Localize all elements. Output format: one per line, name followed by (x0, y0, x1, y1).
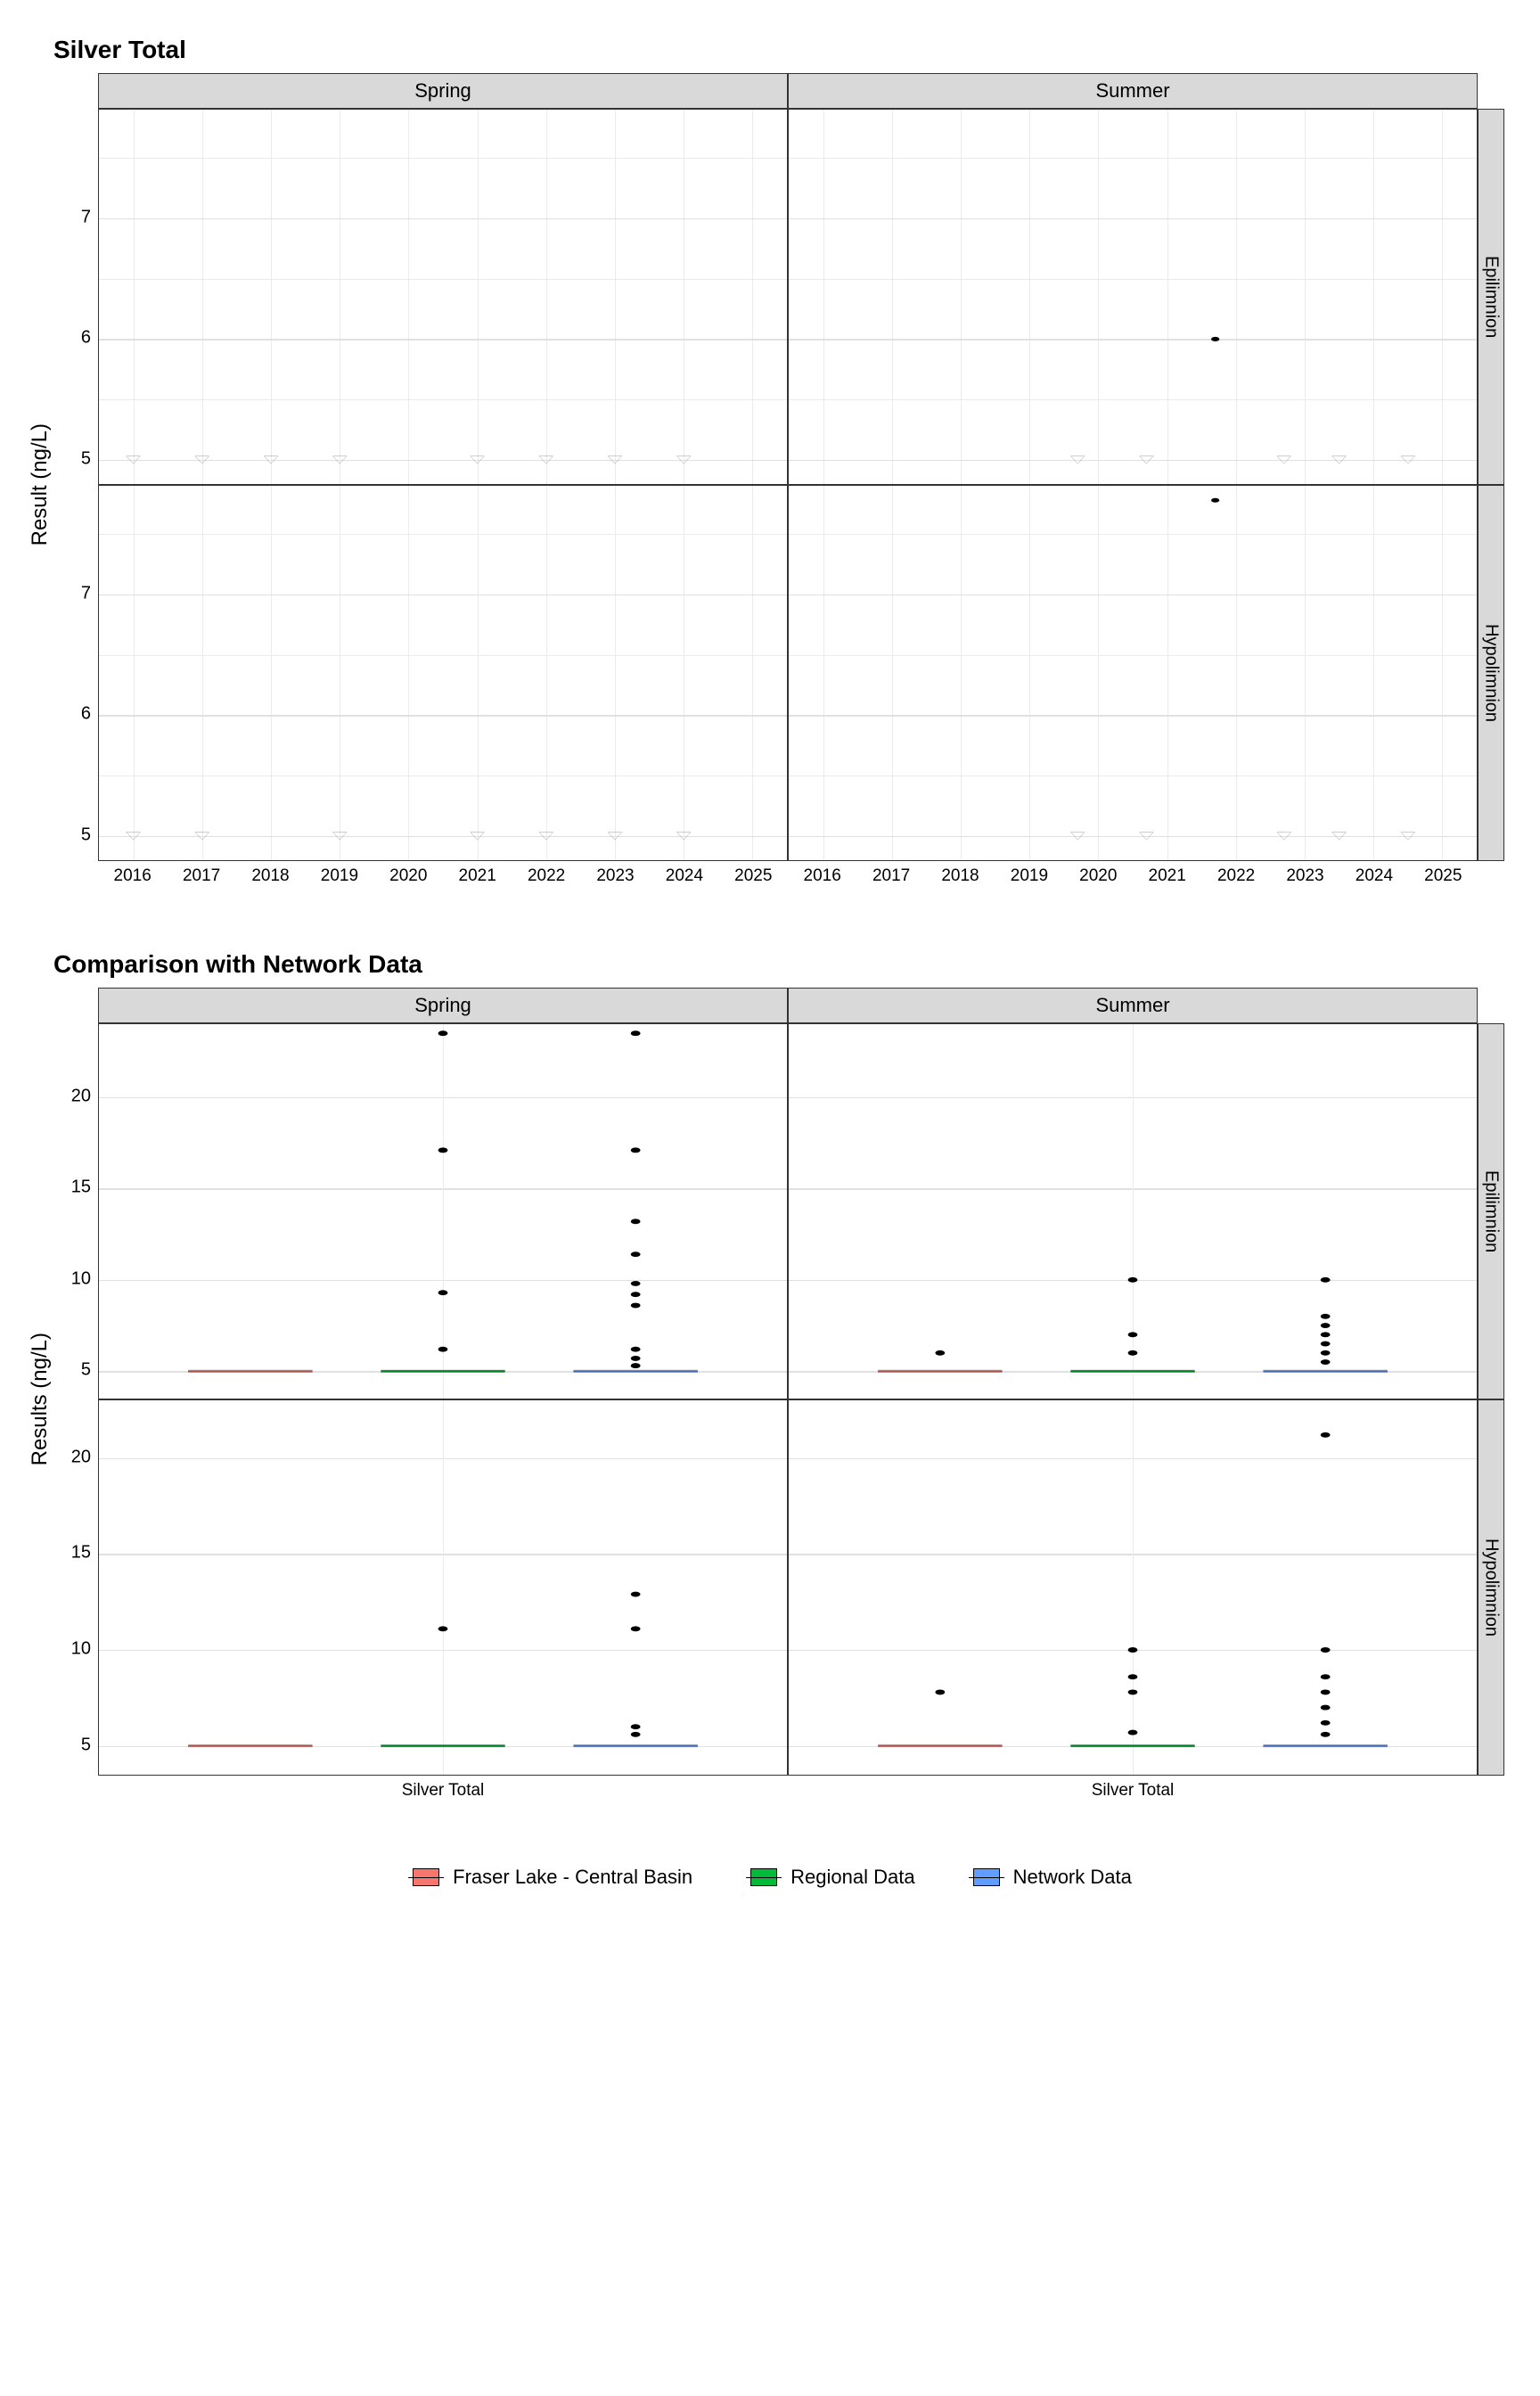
legend-label: Regional Data (790, 1866, 914, 1889)
x-tick: 2019 (1011, 866, 1048, 886)
y-tick: 7 (81, 207, 91, 227)
x-tick: 2025 (1424, 866, 1462, 886)
y-tick: 10 (71, 1638, 91, 1659)
x-tick: 2021 (1149, 866, 1186, 886)
x-tick: 2023 (1286, 866, 1323, 886)
col-strip: Spring (98, 988, 788, 1023)
y-tick: 7 (81, 583, 91, 603)
panel (98, 109, 788, 485)
x-tick: 2023 (596, 866, 634, 886)
legend-label: Fraser Lake - Central Basin (453, 1866, 692, 1889)
x-tick: 2020 (389, 866, 427, 886)
panel (98, 1023, 788, 1399)
legend-item: Regional Data (746, 1865, 914, 1890)
x-tick: 2025 (734, 866, 772, 886)
y-tick: 15 (71, 1177, 91, 1198)
y-tick: 5 (81, 825, 91, 845)
y-tick: 6 (81, 704, 91, 725)
top-chart-title: Silver Total (53, 36, 1504, 64)
y-tick: 15 (71, 1543, 91, 1563)
x-cat-label: Silver Total (402, 1781, 485, 1801)
x-tick: 2016 (114, 866, 152, 886)
col-strip: Summer (788, 73, 1478, 109)
x-cat-label: Silver Total (1092, 1781, 1175, 1801)
legend-key-icon (746, 1865, 782, 1890)
y-axis-label: Result (ng/L) (28, 423, 53, 546)
row-strip: Epilimnion (1478, 1023, 1504, 1399)
panel (788, 485, 1478, 861)
y-tick: 10 (71, 1268, 91, 1289)
legend: Fraser Lake - Central Basin Regional Dat… (36, 1865, 1504, 1890)
bottom-chart-title: Comparison with Network Data (53, 950, 1504, 979)
y-tick: 5 (81, 1360, 91, 1381)
col-strip: Spring (98, 73, 788, 109)
x-tick: 2016 (804, 866, 841, 886)
panel (98, 1399, 788, 1776)
x-tick: 2020 (1079, 866, 1117, 886)
row-strip: Hypolimnion (1478, 485, 1504, 861)
x-tick: 2024 (1356, 866, 1393, 886)
x-tick: 2018 (251, 866, 289, 886)
figure: Silver Total SpringSummer567Epilimnion56… (36, 36, 1504, 1890)
y-axis-label: Results (ng/L) (28, 1333, 53, 1465)
y-tick: 20 (71, 1447, 91, 1467)
panel (98, 485, 788, 861)
bottom-chart: Comparison with Network Data SpringSumme… (36, 950, 1504, 1811)
x-tick: 2021 (459, 866, 496, 886)
x-tick: 2018 (941, 866, 979, 886)
top-x-axis: 2016 2017 2018 2019 2020 2021 2022 2023 2024 2025… (36, 861, 1504, 897)
x-tick: 2017 (183, 866, 220, 886)
y-tick: 5 (81, 1735, 91, 1755)
row-strip: Epilimnion (1478, 109, 1504, 485)
y-tick: 20 (71, 1086, 91, 1106)
legend-item: Network Data (969, 1865, 1132, 1890)
x-tick: 2019 (321, 866, 358, 886)
x-tick: 2022 (528, 866, 565, 886)
bottom-facet-grid: SpringSummer 5 10 15 20 Epilimnion 5 10 15 20 Hypo… (36, 988, 1504, 1776)
panel (788, 109, 1478, 485)
legend-label: Network Data (1013, 1866, 1132, 1889)
x-tick: 2022 (1217, 866, 1255, 886)
x-tick: 2024 (666, 866, 703, 886)
row-strip: Hypolimnion (1478, 1399, 1504, 1776)
x-tick: 2017 (872, 866, 910, 886)
col-strip: Summer (788, 988, 1478, 1023)
top-chart: Silver Total SpringSummer 5 6 7 Epilimnion 5 6… (36, 36, 1504, 897)
legend-item: Fraser Lake - Central Basin (408, 1865, 692, 1890)
panel (788, 1023, 1478, 1399)
bottom-x-axis: Silver Total Silver Total (36, 1776, 1504, 1811)
y-tick: 6 (81, 328, 91, 349)
top-facet-grid: SpringSummer567Epilimnion567HypolimnionR… (36, 73, 1504, 861)
legend-key-icon (969, 1865, 1004, 1890)
panel (788, 1399, 1478, 1776)
legend-key-icon (408, 1865, 444, 1890)
y-tick: 5 (81, 448, 91, 469)
